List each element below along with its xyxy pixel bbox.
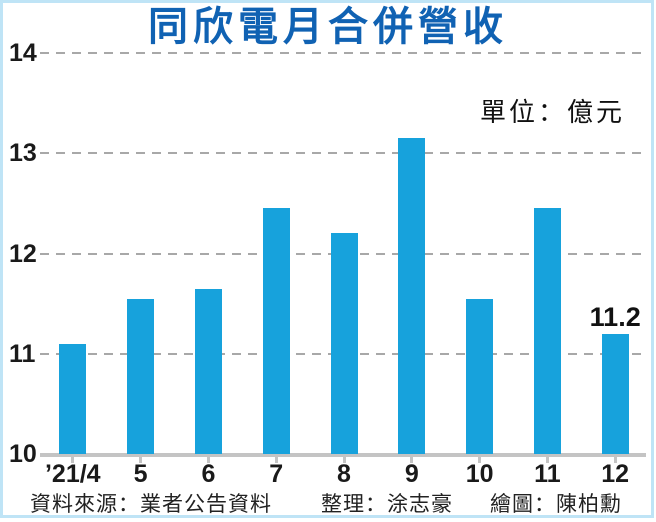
- x-axis-tick: [410, 456, 414, 463]
- x-axis-label: 11: [534, 460, 561, 488]
- x-axis-tick: [478, 456, 482, 463]
- x-axis-tick: [139, 456, 143, 463]
- x-axis-tick: [206, 456, 210, 463]
- gridline-y-14: [40, 52, 648, 54]
- y-axis-label: 14: [9, 39, 37, 67]
- chart-title-text: 同欣電月合併營收: [134, 2, 522, 52]
- footer-credits: 資料來源：業者公告資料 整理：涂志豪 繪圖：陳柏勳: [0, 488, 656, 516]
- bar-month-8: [330, 233, 358, 454]
- bar-month-214: [59, 343, 87, 454]
- bar-month-5: [127, 298, 155, 454]
- x-axis-tick: [545, 456, 549, 463]
- bar-month-10: [466, 298, 494, 454]
- y-axis-label: 11: [9, 339, 36, 368]
- source-credit: 資料來源：業者公告資料: [30, 493, 272, 516]
- illustrator-credit: 繪圖：陳柏勳: [490, 493, 622, 516]
- gridline-y-13: [40, 152, 648, 155]
- x-axis-tick: [613, 456, 617, 463]
- x-axis-label: 5: [133, 460, 148, 488]
- bar-month-12: [601, 333, 629, 454]
- editor-credit: 整理：涂志豪: [321, 493, 453, 516]
- x-axis-tick: [274, 456, 278, 463]
- x-axis-line: [40, 453, 646, 457]
- y-axis-label: 10: [9, 440, 37, 468]
- x-axis-label: 6: [201, 460, 216, 488]
- x-axis-label: 8: [337, 460, 351, 488]
- x-axis-label: 12: [601, 460, 630, 488]
- chart-title: 同欣電月合併營收: [0, 2, 656, 52]
- unit-label: 單位：億元: [479, 97, 625, 127]
- x-axis-tick: [342, 456, 346, 463]
- bar-value-label: 11.2: [589, 301, 641, 332]
- bar-month-7: [262, 208, 290, 454]
- bar-month-11: [533, 208, 561, 454]
- y-axis-label: 13: [9, 139, 37, 168]
- bar-month-6: [194, 288, 222, 454]
- x-axis-label: 10: [465, 460, 494, 488]
- x-axis-label: 7: [269, 460, 284, 488]
- x-axis-label: 9: [404, 460, 419, 488]
- y-axis-label: 12: [9, 239, 37, 268]
- x-axis-label: ’21/4: [44, 460, 101, 488]
- x-axis-tick: [71, 456, 75, 463]
- bar-month-9: [398, 138, 426, 454]
